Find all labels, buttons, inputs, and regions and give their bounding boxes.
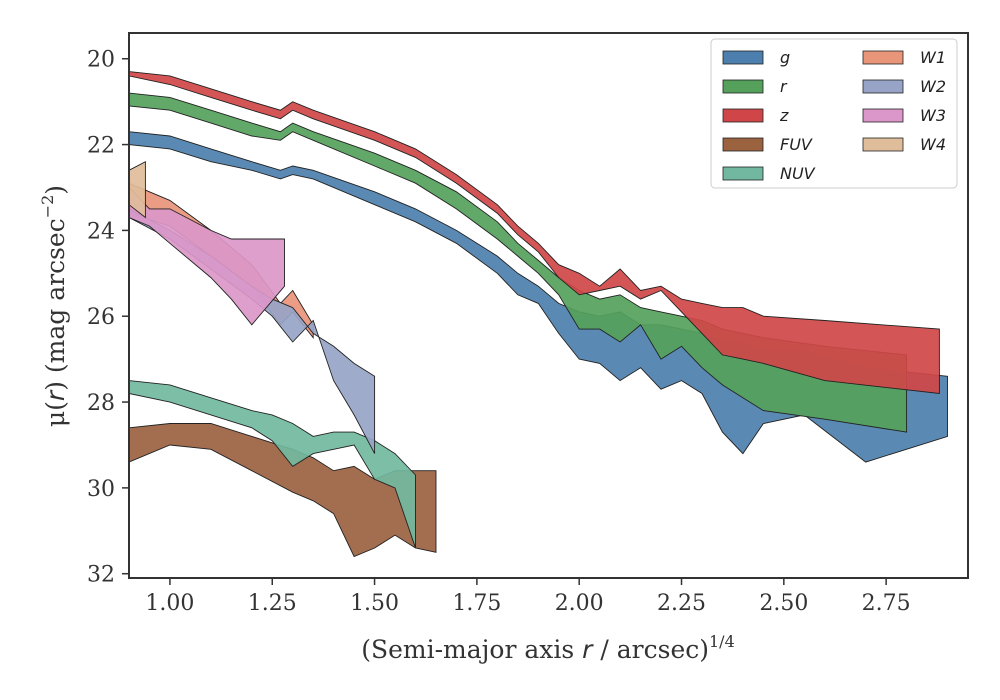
band-nuv (128, 380, 416, 549)
legend-label-w4: W4 (920, 135, 946, 154)
legend-swatch-nuv (722, 166, 764, 181)
x-tick-label: 1.25 (248, 591, 297, 616)
legend-swatch-z (722, 108, 764, 123)
x-tick-label: 1.00 (145, 591, 194, 616)
legend-swatch-w2 (862, 79, 904, 94)
legend-label-w3: W3 (920, 106, 946, 125)
x-tick-label: 2.00 (555, 591, 604, 616)
x-axis-label: (Semi-major axis r / arcsec)1/4 (361, 632, 735, 664)
band-r (128, 92, 908, 433)
legend-label-r: r (780, 77, 788, 96)
legend-label-w1: W1 (920, 48, 946, 67)
band-z (128, 71, 940, 395)
legend-swatch-fuv (722, 137, 764, 152)
legend-label-fuv: FUV (780, 135, 813, 154)
legend-swatch-g (722, 50, 764, 65)
legend-swatch-w1 (862, 50, 904, 65)
plot-frame (128, 32, 969, 579)
legend-label-g: g (780, 48, 790, 67)
y-tick-label: 22 (87, 134, 115, 159)
x-tick-label: 1.75 (452, 591, 501, 616)
y-axis-label: μ(r) (mag arcsec−2) (38, 185, 70, 427)
x-tick-label: 1.50 (350, 591, 399, 616)
legend-label-z: z (779, 106, 789, 125)
y-tick-label: 24 (87, 219, 115, 244)
x-tick-label: 2.50 (759, 591, 808, 616)
legend: grz FUV NUV W1 W2 W3 W4 (710, 38, 958, 189)
legend-label-nuv: NUV (780, 164, 816, 183)
y-tick-label: 28 (87, 391, 115, 416)
y-tick-label: 20 (87, 48, 115, 73)
x-tick-label: 2.25 (657, 591, 706, 616)
legend-swatch-r (722, 79, 764, 94)
band-w3 (128, 186, 285, 326)
y-tick-label: 26 (87, 305, 115, 330)
profile-bands (128, 71, 948, 558)
legend-swatch-w4 (862, 137, 904, 152)
x-axis-ticks: 1.00 1.25 1.50 1.75 2.00 2.25 2.50 2.75 (145, 578, 911, 616)
legend-label-w2: W2 (920, 77, 946, 96)
y-tick-label: 32 (87, 563, 115, 588)
y-tick-label: 30 (87, 477, 115, 502)
y-axis-ticks: 20 22 24 26 28 30 32 (87, 48, 129, 588)
legend-swatch-w3 (862, 108, 904, 123)
x-tick-label: 2.75 (862, 591, 911, 616)
